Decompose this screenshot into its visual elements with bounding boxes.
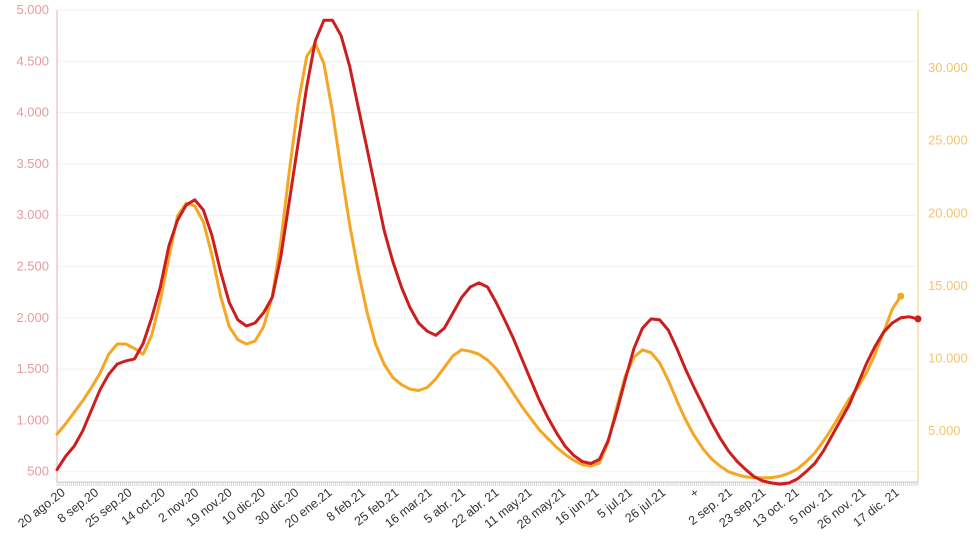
series-layer (55, 18, 922, 486)
left-axis-tick-label: 4.000 (16, 105, 49, 120)
right-axis-tick-label: 10.000 (928, 351, 968, 366)
right-axis-tick-label: 30.000 (928, 60, 968, 75)
x-axis-tick-label: + (687, 485, 701, 501)
right-axis-tick-label: 25.000 (928, 133, 968, 148)
right-axis-tick-label: 5.000 (928, 423, 961, 438)
left-axis-tick-label: 2.500 (16, 259, 49, 274)
left-axis-tick-label: 1.000 (16, 412, 49, 427)
left-axis-tick-label: 500 (27, 464, 49, 479)
left-axis-ticks: 500 1.000 1.500 2.000 2.500 3.000 3.500 4.000 4.… (16, 2, 49, 479)
series-end-point-left-axis (914, 315, 922, 323)
right-axis-tick-label: 15.000 (928, 278, 968, 293)
right-axis-ticks: 5.000 10.000 15.000 20.000 25.000 30.000 (928, 60, 968, 438)
left-axis-tick-label: 1.500 (16, 361, 49, 376)
x-axis-tick-label: 20 ago.20 (15, 485, 67, 530)
left-axis-tick-label: 3.000 (16, 207, 49, 222)
series-line-right-axis (55, 41, 903, 480)
x-minor-ticks (56, 482, 919, 486)
grid-layer (57, 9, 918, 473)
left-axis-tick-label: 3.500 (16, 156, 49, 171)
series-line-left-axis (55, 18, 920, 486)
right-axis-tick-label: 20.000 (928, 205, 968, 220)
left-axis-tick-label: 5.000 (16, 2, 49, 17)
left-axis-tick-label: 4.500 (16, 53, 49, 68)
left-axis-tick-label: 2.000 (16, 310, 49, 325)
axes-layer (56, 10, 919, 486)
series-end-point-right-axis (897, 292, 905, 300)
